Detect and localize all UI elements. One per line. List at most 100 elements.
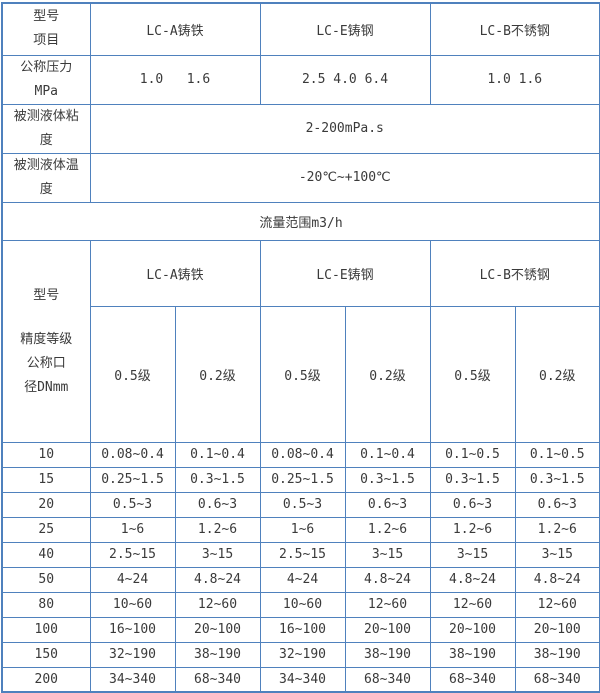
flow-range-value-cell: 1.2~6 [344, 516, 431, 543]
pressure-label-cell: 公称压力 MPa [1, 54, 91, 105]
flow-range-value-cell: 4.8~24 [174, 566, 261, 593]
flow-range-value-cell: 4.8~24 [514, 566, 600, 593]
model2-header-lcb: LC-B不锈钢 [429, 239, 600, 307]
flow-range-value-cell: 1.2~6 [174, 516, 261, 543]
flow-range-value-cell: 0.5~3 [89, 491, 176, 518]
corner-stack: 型号 精度等级 公称口 径DNmm [5, 271, 88, 412]
dn-size-cell: 25 [1, 516, 91, 543]
flow-range-value-cell: 34~340 [259, 666, 346, 693]
table-row: 200 34~340 68~340 34~340 68~340 68~340 68~340 [1, 666, 600, 693]
corner-accuracy-dn-label: 精度等级 公称口 径DNmm [20, 332, 73, 395]
corner-model-accuracy-cell: 型号 精度等级 公称口 径DNmm [1, 239, 91, 443]
flow-range-value-cell: 0.08~0.4 [259, 441, 346, 468]
dn-rows: 10 0.08~0.4 0.1~0.4 0.08~0.4 0.1~0.4 0.1~0.5 0… [1, 441, 600, 693]
flow-range-value-cell: 10~60 [259, 591, 346, 618]
accuracy-cell-lce-05: 0.5级 [259, 305, 346, 443]
pressure-value-lcb: 1.0 1.6 [429, 54, 600, 105]
flow-range-value-cell: 20~100 [344, 616, 431, 643]
corner-model-label: 型号 [33, 288, 60, 303]
dn-size-cell: 10 [1, 441, 91, 468]
flow-range-value-cell: 0.6~3 [174, 491, 261, 518]
temperature-row: 被测液体温 度 -20℃~+100℃ [1, 152, 600, 203]
temperature-label-cell: 被测液体温 度 [1, 152, 91, 203]
flow-range-value-cell: 4~24 [89, 566, 176, 593]
dn-size-cell: 20 [1, 491, 91, 518]
flow-range-value-cell: 68~340 [344, 666, 431, 693]
flow-range-value-cell: 20~100 [514, 616, 600, 643]
flow-range-value-cell: 1.2~6 [429, 516, 516, 543]
model-header-row-2: 型号 精度等级 公称口 径DNmm LC-A铸铁 LC-E铸钢 LC-B不锈钢 [1, 239, 600, 443]
flow-range-value-cell: 32~190 [259, 641, 346, 668]
dn-size-cell: 80 [1, 591, 91, 618]
flow-range-value-cell: 0.1~0.5 [429, 441, 516, 468]
flow-range-value-cell: 32~190 [89, 641, 176, 668]
flow-range-value-cell: 0.08~0.4 [89, 441, 176, 468]
pressure-row: 公称压力 MPa 1.0 1.6 2.5 4.0 6.4 1.0 1.6 [1, 54, 600, 105]
flow-range-value-cell: 38~190 [174, 641, 261, 668]
flow-range-value-cell: 10~60 [89, 591, 176, 618]
flow-range-value-cell: 4~24 [259, 566, 346, 593]
flow-range-value-cell: 68~340 [429, 666, 516, 693]
flow-range-value-cell: 0.1~0.4 [344, 441, 431, 468]
dn-size-cell: 15 [1, 466, 91, 493]
flow-range-value-cell: 4.8~24 [344, 566, 431, 593]
table-row: 40 2.5~15 3~15 2.5~15 3~15 3~15 3~15 [1, 541, 600, 568]
temperature-value-cell: -20℃~+100℃ [89, 152, 600, 203]
flow-range-value-cell: 0.5~3 [259, 491, 346, 518]
table-row: 150 32~190 38~190 32~190 38~190 38~190 38~190 [1, 641, 600, 668]
flow-range-value-cell: 20~100 [174, 616, 261, 643]
table-row: 50 4~24 4.8~24 4~24 4.8~24 4.8~24 4.8~24 [1, 566, 600, 593]
flow-range-value-cell: 0.3~1.5 [344, 466, 431, 493]
viscosity-value-cell: 2-200mPa.s [89, 103, 600, 154]
flow-range-value-cell: 12~60 [174, 591, 261, 618]
flow-range-value-cell: 16~100 [89, 616, 176, 643]
flow-range-value-cell: 2.5~15 [89, 541, 176, 568]
flow-range-value-cell: 3~15 [514, 541, 600, 568]
accuracy-cell-lcb-02: 0.2级 [514, 305, 600, 443]
accuracy-class-row: 0.5级 0.2级 0.5级 0.2级 0.5级 0.2级 [2, 305, 600, 443]
flow-range-value-cell: 68~340 [174, 666, 261, 693]
dn-size-cell: 100 [1, 616, 91, 643]
flow-range-value-cell: 0.3~1.5 [174, 466, 261, 493]
model-header-lce: LC-E铸钢 [259, 2, 431, 56]
flow-range-value-cell: 12~60 [514, 591, 600, 618]
table-row: 20 0.5~3 0.6~3 0.5~3 0.6~3 0.6~3 0.6~3 [1, 491, 600, 518]
viscosity-label-cell: 被测液体粘 度 [1, 103, 91, 154]
flow-range-value-cell: 0.25~1.5 [89, 466, 176, 493]
flow-range-value-cell: 38~190 [429, 641, 516, 668]
dn-size-cell: 50 [1, 566, 91, 593]
flow-range-value-cell: 0.1~0.4 [174, 441, 261, 468]
model-header-row: 型号 项目 LC-A铸铁 LC-E铸钢 LC-B不锈钢 [1, 2, 600, 56]
dn-size-cell: 40 [1, 541, 91, 568]
flow-range-value-cell: 4.8~24 [429, 566, 516, 593]
dn-size-cell: 200 [1, 666, 91, 693]
flow-range-value-cell: 0.3~1.5 [514, 466, 600, 493]
flow-range-value-cell: 0.6~3 [514, 491, 600, 518]
flow-range-value-cell: 1~6 [259, 516, 346, 543]
flow-range-value-cell: 0.3~1.5 [429, 466, 516, 493]
flow-range-value-cell: 1~6 [89, 516, 176, 543]
flow-range-value-cell: 0.6~3 [429, 491, 516, 518]
table-row: 25 1~6 1.2~6 1~6 1.2~6 1.2~6 1.2~6 [1, 516, 600, 543]
flow-range-value-cell: 2.5~15 [259, 541, 346, 568]
flow-range-title-row: 流量范围m3/h [1, 201, 600, 241]
flow-range-value-cell: 12~60 [344, 591, 431, 618]
flow-range-value-cell: 0.6~3 [344, 491, 431, 518]
flow-range-value-cell: 3~15 [174, 541, 261, 568]
table-row: 100 16~100 20~100 16~100 20~100 20~100 20~100 [1, 616, 600, 643]
accuracy-cell-lca-05: 0.5级 [89, 305, 176, 443]
flow-range-value-cell: 0.1~0.5 [514, 441, 600, 468]
pressure-value-lce: 2.5 4.0 6.4 [259, 54, 431, 105]
flow-range-value-cell: 1.2~6 [514, 516, 600, 543]
pressure-value-lca: 1.0 1.6 [89, 54, 261, 105]
corner-model-item-cell: 型号 项目 [1, 2, 91, 56]
flow-range-value-cell: 38~190 [514, 641, 600, 668]
accuracy-cell-lce-02: 0.2级 [344, 305, 431, 443]
dn-size-cell: 150 [1, 641, 91, 668]
accuracy-cell-lcb-05: 0.5级 [429, 305, 516, 443]
flow-range-value-cell: 38~190 [344, 641, 431, 668]
table-row: 10 0.08~0.4 0.1~0.4 0.08~0.4 0.1~0.4 0.1~0.5 0… [1, 441, 600, 468]
model-header-lca: LC-A铸铁 [89, 2, 261, 56]
